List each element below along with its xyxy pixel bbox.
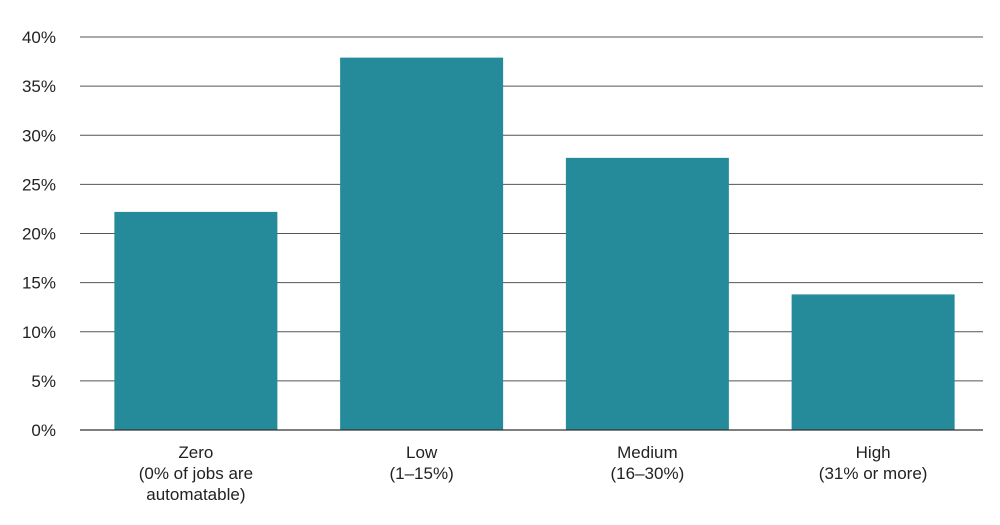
x-category-label-line: Low bbox=[406, 443, 438, 462]
x-category-label-line: Zero bbox=[178, 443, 213, 462]
x-category-label-line: (0% of jobs are bbox=[139, 464, 253, 483]
y-tick-label: 35% bbox=[22, 77, 56, 96]
x-category-label-line: (16–30%) bbox=[611, 464, 685, 483]
bar bbox=[114, 211, 278, 430]
x-axis-category-labels: Zero (0% of jobs are automatable) Low (1–15%… bbox=[139, 443, 928, 504]
y-axis-tick-labels: 0% 5% 10% 15% 20% 25% 30% 35% 40% bbox=[22, 28, 56, 440]
y-tick-label: 15% bbox=[22, 274, 56, 293]
x-category-label-line: Medium bbox=[617, 443, 677, 462]
y-tick-label: 30% bbox=[22, 126, 56, 145]
bars bbox=[114, 57, 955, 430]
x-category-label-line: automatable) bbox=[146, 485, 245, 504]
y-tick-label: 0% bbox=[31, 421, 56, 440]
x-category-label: Zero (0% of jobs are automatable) bbox=[139, 443, 253, 504]
y-tick-label: 5% bbox=[31, 372, 56, 391]
x-category-label-line: High bbox=[856, 443, 891, 462]
x-category-label: High (31% or more) bbox=[819, 443, 928, 483]
x-category-label: Low (1–15%) bbox=[389, 443, 453, 483]
bar bbox=[791, 294, 955, 430]
y-tick-label: 40% bbox=[22, 28, 56, 47]
x-category-label: Medium (16–30%) bbox=[611, 443, 685, 483]
bar bbox=[565, 157, 729, 430]
y-tick-label: 10% bbox=[22, 323, 56, 342]
bar bbox=[340, 57, 504, 430]
y-tick-label: 25% bbox=[22, 175, 56, 194]
x-category-label-line: (1–15%) bbox=[389, 464, 453, 483]
y-tick-label: 20% bbox=[22, 225, 56, 244]
x-category-label-line: (31% or more) bbox=[819, 464, 928, 483]
